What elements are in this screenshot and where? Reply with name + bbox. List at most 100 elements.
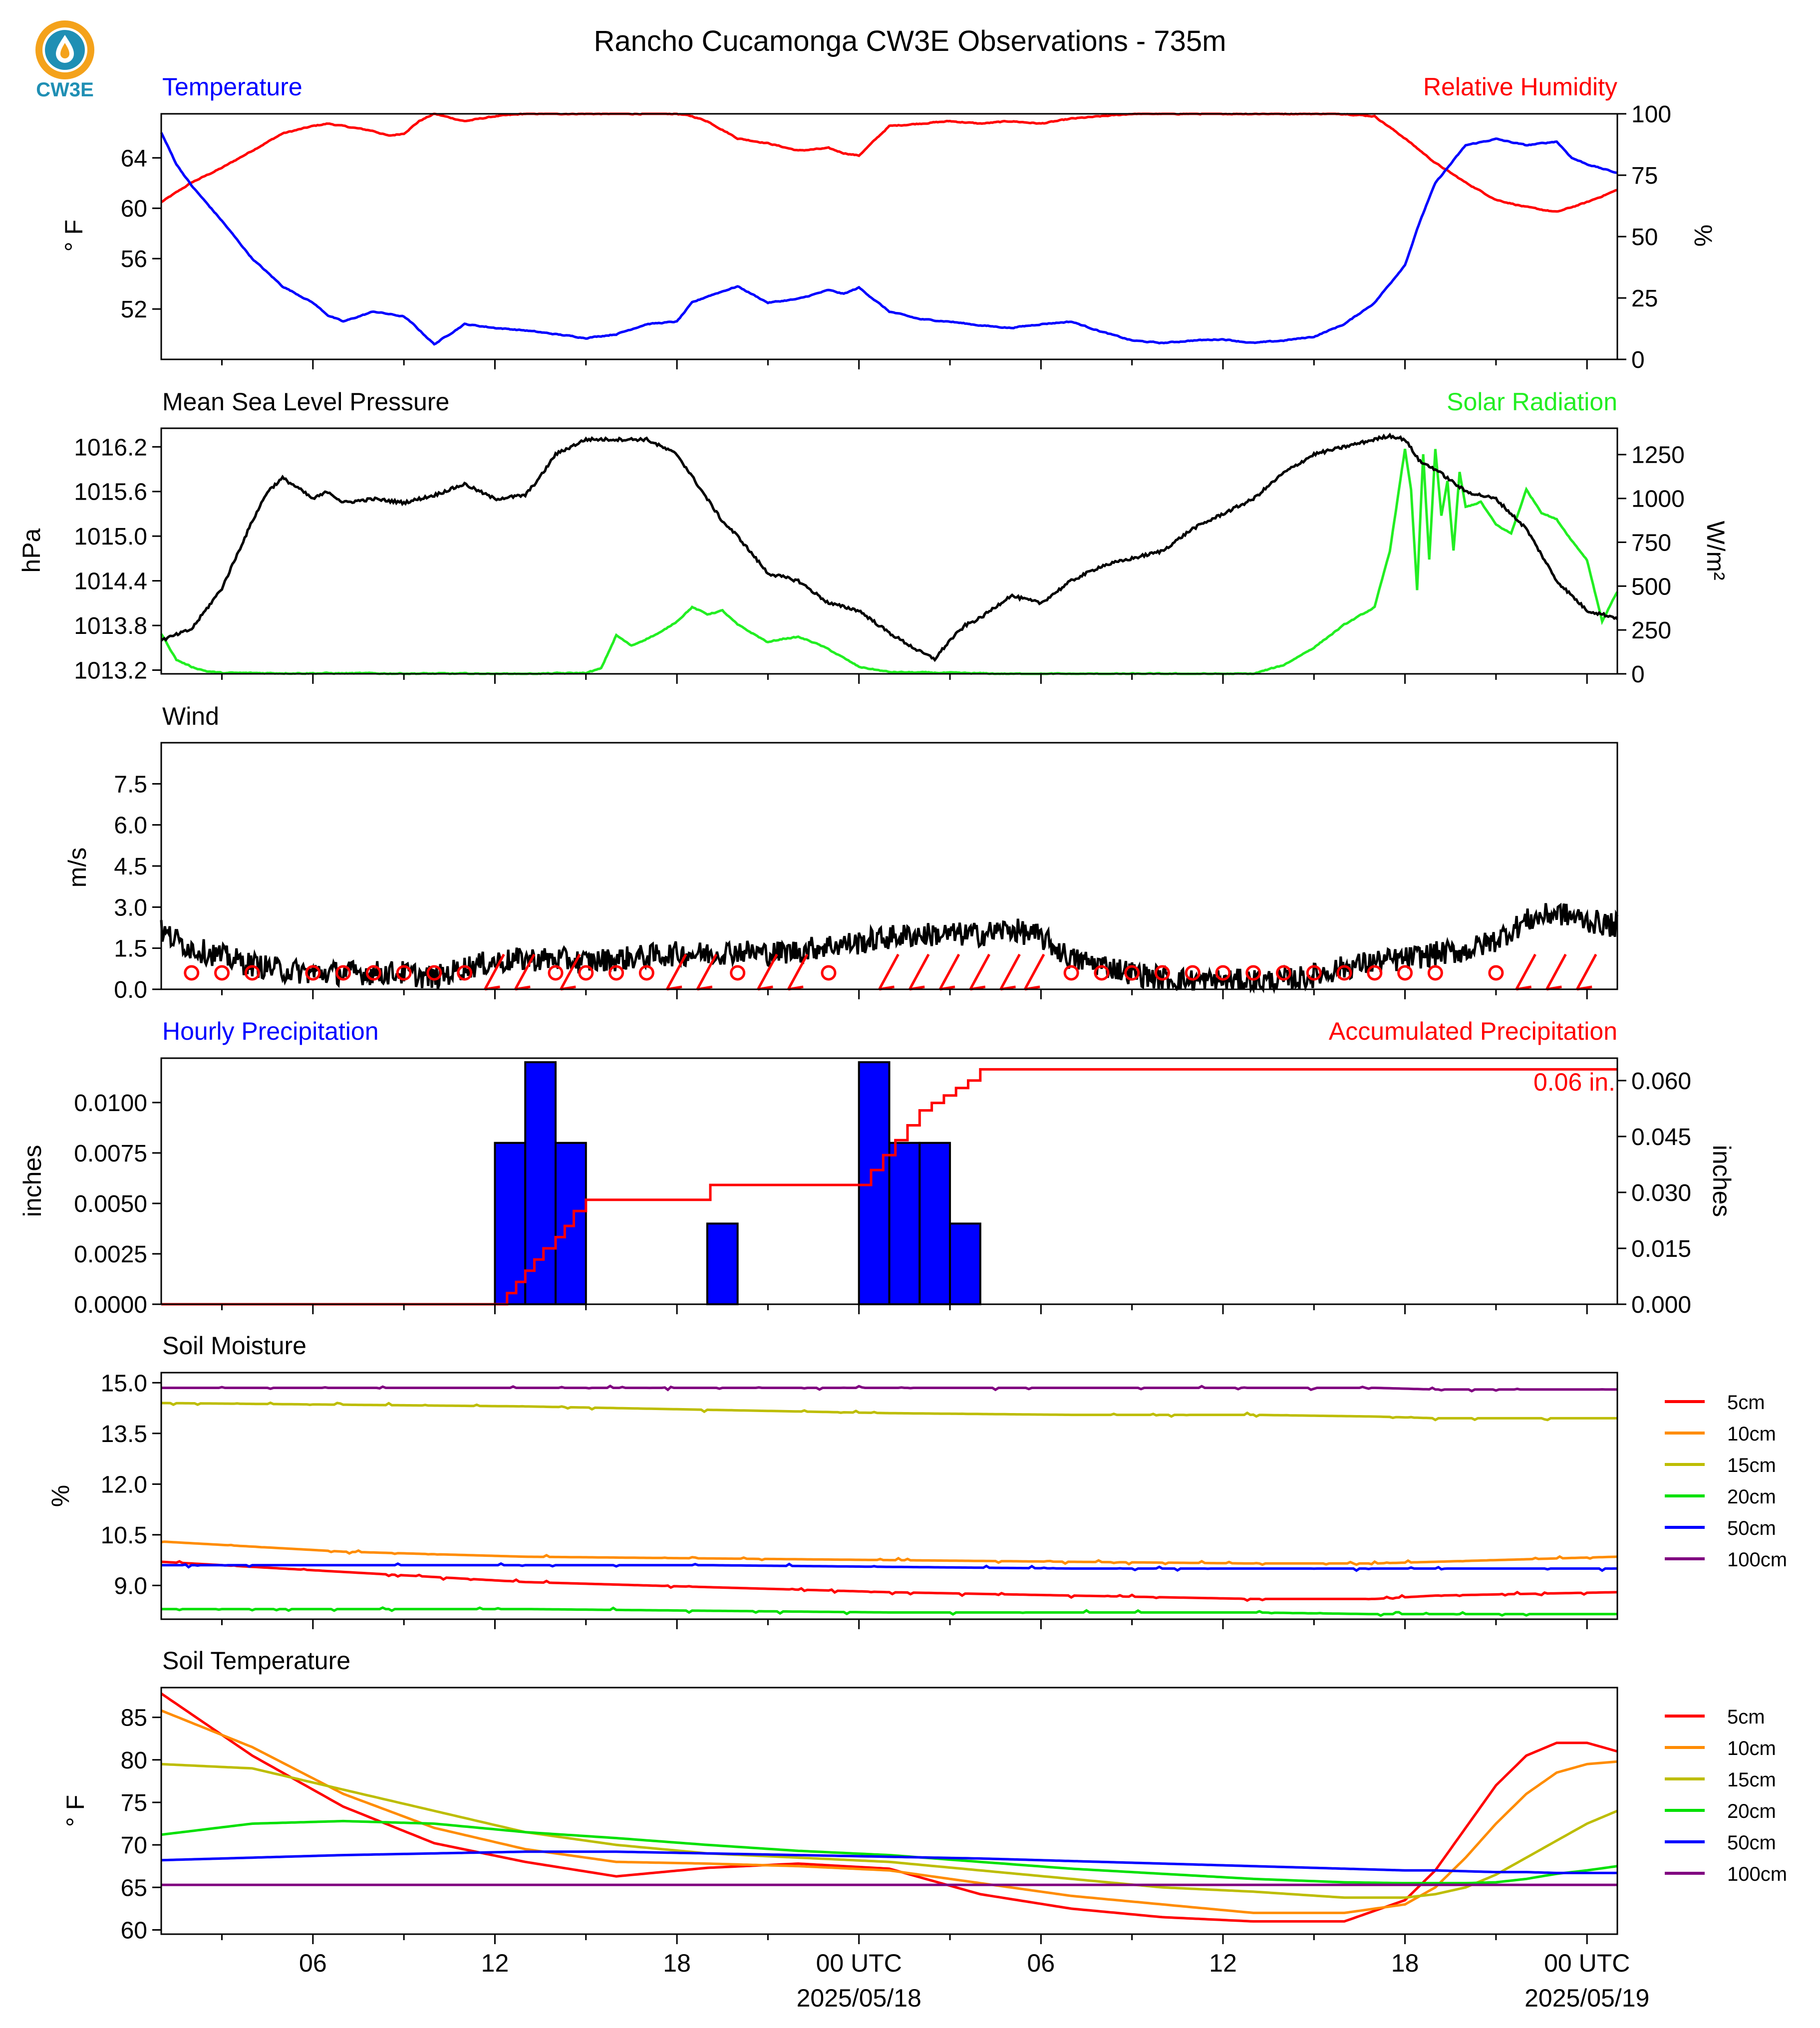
soil-moisture-frame bbox=[160, 1372, 1618, 1620]
panel-pressure: Mean Sea Level Pressure Solar Radiation … bbox=[17, 388, 1730, 688]
temperature-y-ticks: 52 56 60 64 bbox=[121, 145, 161, 323]
wind-barb-staff bbox=[514, 953, 536, 990]
precip-bar bbox=[524, 1061, 557, 1306]
wind-barb-calm-circle bbox=[396, 965, 412, 981]
y-tick-label: 4.5 bbox=[114, 854, 147, 880]
wind-barb-calm-circle bbox=[1124, 965, 1140, 981]
x-tick-label: 00 UTC bbox=[1544, 1949, 1630, 1977]
y-tick-label: 0.0075 bbox=[74, 1141, 147, 1167]
soil-moisture-y-label: % bbox=[46, 1485, 74, 1507]
soil-moisture-lines bbox=[161, 1384, 1618, 1617]
temperature-x-ticks bbox=[221, 359, 1588, 369]
y-tick-label: 1015.6 bbox=[74, 479, 147, 506]
wind-barb-staff bbox=[560, 953, 581, 990]
legend-label: 5cm bbox=[1727, 1706, 1765, 1728]
wind-barb-calm-circle bbox=[1215, 965, 1231, 981]
soil-temperature-y-ticks: 60 65 70 75 80 85 bbox=[121, 1705, 161, 1944]
y-tick-label: 0.0000 bbox=[74, 1292, 147, 1318]
y-tick-label: 6.0 bbox=[114, 813, 147, 839]
legend-label: 20cm bbox=[1727, 1800, 1776, 1822]
y-tick-label: 0.0050 bbox=[74, 1191, 147, 1217]
panel-soil-temperature: Soil Temperature 60 65 70 75 80 85 ° F 5cm 10c… bbox=[61, 1647, 1787, 1944]
precip-bar bbox=[555, 1142, 587, 1305]
humidity-y-label: % bbox=[1689, 225, 1717, 247]
x-date-label: 2025/05/18 bbox=[797, 1984, 921, 2012]
series-line-50cm bbox=[161, 1562, 1617, 1572]
wind-barb-calm-circle bbox=[1397, 965, 1413, 981]
wind-barb-staff bbox=[938, 953, 960, 990]
x-tick-label: 00 UTC bbox=[816, 1949, 902, 1977]
wind-barb-calm-circle bbox=[1245, 965, 1261, 981]
wind-barb-calm-circle bbox=[244, 965, 260, 981]
legend-label: 5cm bbox=[1727, 1392, 1765, 1414]
y-tick-label: 0 bbox=[1631, 661, 1645, 688]
x-tick-label: 18 bbox=[1391, 1949, 1419, 1977]
wind-title: Wind bbox=[162, 702, 219, 730]
wind-barb-calm-circle bbox=[578, 965, 594, 981]
soil-moisture-y-ticks: 9.0 10.5 12.0 13.5 15.0 bbox=[101, 1370, 161, 1599]
logo-flame-icon bbox=[60, 43, 69, 58]
accum-precip-title: Accumulated Precipitation bbox=[1329, 1017, 1617, 1045]
y-tick-label: 75 bbox=[1631, 163, 1658, 189]
panel-soil-moisture: Soil Moisture 9.0 10.5 12.0 13.5 15.0 % 5cm 1… bbox=[46, 1332, 1787, 1629]
wind-barb-calm-circle bbox=[821, 965, 837, 981]
x-date-label: 2025/05/19 bbox=[1524, 1984, 1649, 2012]
y-tick-label: 52 bbox=[121, 296, 147, 323]
wind-barb-staff bbox=[878, 953, 900, 990]
soil-temperature-legend: 5cm 10cm 15cm 20cm 50cm 100cm bbox=[1665, 1706, 1787, 1885]
wind-barb-calm-circle bbox=[184, 965, 200, 981]
pressure-x-ticks bbox=[221, 674, 1588, 684]
y-tick-label: 0.015 bbox=[1631, 1236, 1691, 1262]
precip-bar bbox=[949, 1222, 981, 1305]
solar-y-ticks: 0 250 500 750 1000 1250 bbox=[1617, 442, 1685, 688]
wind-barb-staff bbox=[969, 953, 991, 990]
y-tick-label: 25 bbox=[1631, 286, 1658, 312]
wind-barb-staff bbox=[999, 953, 1021, 990]
y-tick-label: 1013.8 bbox=[74, 613, 147, 639]
y-tick-label: 0 bbox=[1631, 347, 1645, 373]
pressure-title: Mean Sea Level Pressure bbox=[162, 388, 449, 416]
y-tick-label: 15.0 bbox=[101, 1370, 147, 1397]
wind-barb-staff bbox=[787, 953, 809, 990]
hourly-precip-bars bbox=[494, 1061, 981, 1306]
y-tick-label: 1000 bbox=[1631, 486, 1685, 513]
series-line-20cm bbox=[161, 1819, 1618, 1885]
y-tick-label: 0.0025 bbox=[74, 1241, 147, 1268]
y-tick-label: 750 bbox=[1631, 530, 1671, 556]
x-tick-label: 12 bbox=[481, 1949, 509, 1977]
series-line-10cm bbox=[161, 1709, 1618, 1914]
panel-wind: Wind 0.0 1.5 3.0 4.5 6.0 7.5 m/s bbox=[63, 702, 1619, 1003]
x-tick-label: 18 bbox=[663, 1949, 691, 1977]
wind-barb-staff bbox=[484, 953, 505, 990]
wind-barb-calm-circle bbox=[1488, 965, 1504, 981]
y-tick-label: 60 bbox=[121, 196, 147, 222]
figure-title: Rancho Cucamonga CW3E Observations - 735… bbox=[594, 25, 1226, 57]
y-tick-label: 60 bbox=[121, 1917, 147, 1944]
y-tick-label: 3.0 bbox=[114, 894, 147, 921]
wind-barb-staff bbox=[1545, 953, 1567, 990]
time-axis-labels: 06 12 18 00 UTC 2025/05/18 06 12 18 00 UTC 2025/0… bbox=[299, 1949, 1649, 2012]
y-tick-label: 70 bbox=[121, 1832, 147, 1859]
wind-barb-calm-circle bbox=[365, 965, 381, 981]
pressure-y-label: hPa bbox=[17, 528, 45, 573]
soil-temperature-lines bbox=[160, 1692, 1618, 1923]
precip-x-ticks bbox=[221, 1304, 1588, 1314]
soil-temperature-x-ticks bbox=[221, 1934, 1588, 1944]
y-tick-label: 85 bbox=[121, 1705, 147, 1732]
legend-label: 10cm bbox=[1727, 1423, 1776, 1445]
wind-y-label: m/s bbox=[63, 848, 91, 888]
y-tick-label: 1016.2 bbox=[74, 434, 147, 461]
hourly-precip-y-ticks: 0.0000 0.0025 0.0050 0.0075 0.0100 bbox=[74, 1090, 161, 1318]
wind-frame bbox=[160, 742, 1618, 990]
wind-barb-calm-circle bbox=[1336, 965, 1352, 981]
wind-barb-calm-circle bbox=[1094, 965, 1110, 981]
wind-line bbox=[160, 902, 1619, 994]
series-line-15cm bbox=[161, 1401, 1617, 1422]
y-tick-label: 75 bbox=[121, 1790, 147, 1816]
y-tick-label: 50 bbox=[1631, 224, 1658, 251]
temperature-title: Temperature bbox=[162, 73, 303, 101]
wind-barb-calm-circle bbox=[1154, 965, 1170, 981]
legend-label: 50cm bbox=[1727, 1832, 1776, 1854]
panel-temperature: Temperature Relative Humidity 52 56 60 64 0… bbox=[60, 73, 1717, 373]
